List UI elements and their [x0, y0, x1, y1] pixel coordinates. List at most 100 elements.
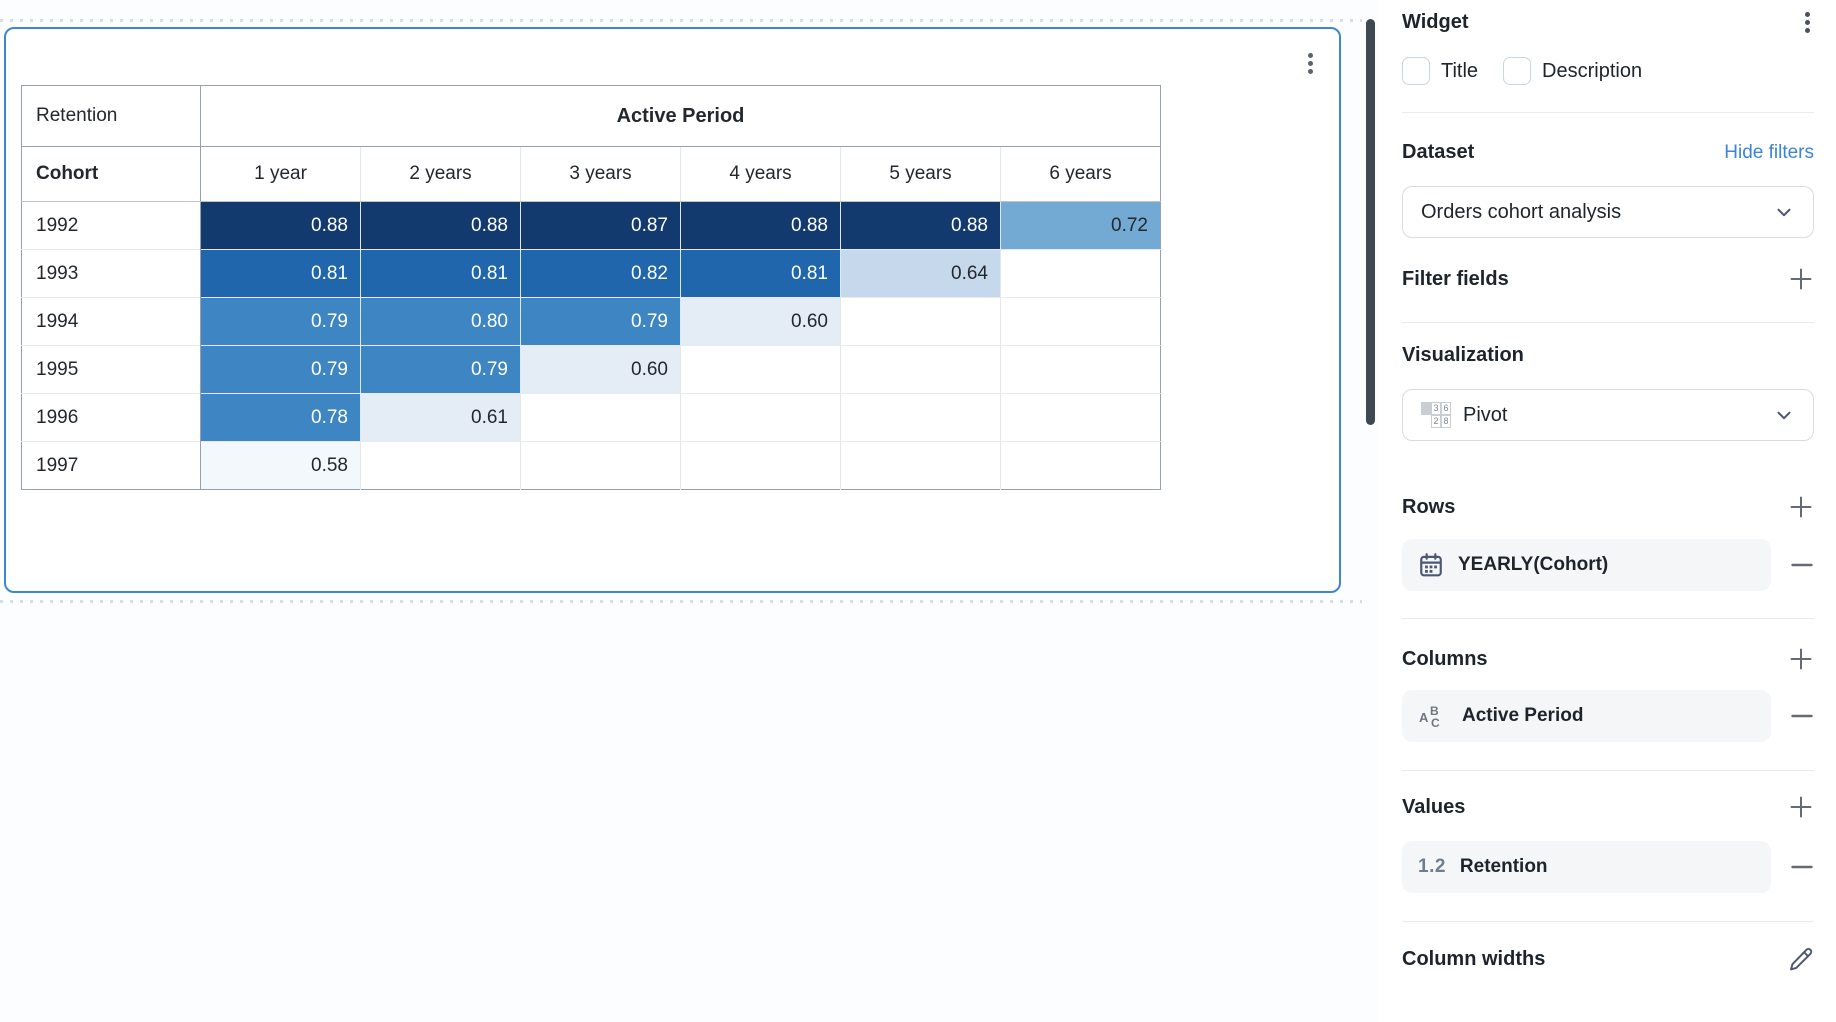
pivot-row-label: 1997 [21, 441, 201, 490]
title-checkbox[interactable] [1402, 57, 1430, 85]
divider [1402, 322, 1814, 323]
pivot-table-row: 1995 0.79 0.79 0.60 [21, 345, 1161, 394]
rows-field-pill[interactable]: YEARLY(Cohort) [1402, 539, 1771, 591]
canvas-scrollbar[interactable] [1366, 19, 1375, 425]
pivot-value-cell[interactable]: 0.58 [200, 441, 361, 490]
remove-column-field-button[interactable] [1790, 704, 1814, 728]
rows-field-label: YEARLY(Cohort) [1458, 554, 1609, 575]
pivot-col-header: 3 years [520, 146, 681, 202]
values-field-label: Retention [1459, 856, 1548, 877]
pivot-value-cell [840, 297, 1001, 346]
pivot-row-label: 1993 [21, 249, 201, 298]
pivot-value-cell[interactable]: 0.60 [520, 345, 681, 394]
pivot-row-label: 1994 [21, 297, 201, 346]
pivot-col-header: 6 years [1000, 146, 1161, 202]
pivot-value-cell[interactable]: 0.81 [360, 249, 521, 298]
pivot-table-row: 1994 0.79 0.80 0.79 0.60 [21, 297, 1161, 346]
pivot-value-cell [680, 345, 841, 394]
pivot-value-cell[interactable]: 0.82 [520, 249, 681, 298]
divider [1402, 770, 1814, 771]
hide-filters-link[interactable]: Hide filters [1724, 141, 1814, 163]
kebab-menu-icon [1805, 20, 1810, 25]
pivot-value-cell[interactable]: 0.79 [200, 297, 361, 346]
pivot-value-cell[interactable]: 0.79 [200, 345, 361, 394]
pivot-table: Retention Active Period Cohort 1 year 2 y… [21, 85, 1161, 490]
pivot-col-header: 4 years [680, 146, 841, 202]
pivot-value-cell[interactable]: 0.88 [840, 201, 1001, 250]
pivot-value-cell[interactable]: 0.79 [520, 297, 681, 346]
pivot-row-header: Cohort [21, 146, 201, 202]
plus-icon [1790, 648, 1812, 670]
pivot-table-row: 1997 0.58 [21, 441, 1161, 490]
pivot-widget-card[interactable]: Retention Active Period Cohort 1 year 2 y… [4, 27, 1341, 593]
pivot-col-header: 5 years [840, 146, 1001, 202]
pivot-value-cell [680, 441, 841, 490]
pivot-col-header: 1 year [200, 146, 361, 202]
pivot-value-cell [840, 345, 1001, 394]
edit-column-widths-button[interactable] [1788, 946, 1814, 972]
pivot-value-cell[interactable]: 0.78 [200, 393, 361, 442]
description-checkbox-label: Description [1542, 59, 1643, 82]
kebab-menu-icon [1805, 12, 1810, 17]
pivot-value-cell[interactable]: 0.72 [1000, 201, 1161, 250]
plus-icon [1790, 268, 1812, 290]
columns-heading: Columns [1402, 647, 1488, 670]
pivot-column-group-header: Active Period [200, 85, 1161, 147]
pivot-value-cell[interactable]: 0.87 [520, 201, 681, 250]
minus-icon [1791, 714, 1813, 718]
add-value-field-button[interactable] [1788, 794, 1814, 820]
kebab-menu-icon [1805, 28, 1810, 33]
columns-field-label: Active Period [1462, 705, 1584, 726]
minus-icon [1791, 865, 1813, 869]
string-icon: A B C [1419, 704, 1440, 730]
chevron-down-icon [1777, 208, 1791, 217]
plus-icon [1790, 496, 1812, 518]
pivot-value-cell[interactable]: 0.60 [680, 297, 841, 346]
pivot-value-cell[interactable]: 0.80 [360, 297, 521, 346]
values-field-pill[interactable]: 1.2 Retention [1402, 841, 1771, 893]
dataset-selected-value: Orders cohort analysis [1421, 200, 1622, 223]
remove-row-field-button[interactable] [1790, 553, 1814, 577]
divider [1402, 618, 1814, 619]
pivot-value-cell[interactable]: 0.88 [200, 201, 361, 250]
remove-value-field-button[interactable] [1790, 855, 1814, 879]
pivot-row-label: 1992 [21, 201, 201, 250]
pivot-value-cell [1000, 345, 1161, 394]
columns-field-pill[interactable]: A B C Active Period [1402, 690, 1771, 742]
pivot-value-cell[interactable]: 0.88 [360, 201, 521, 250]
pivot-value-cell [680, 393, 841, 442]
visualization-selected-value: Pivot [1463, 403, 1508, 426]
pivot-row-label: 1995 [21, 345, 201, 394]
pivot-value-cell[interactable]: 0.88 [680, 201, 841, 250]
pivot-table-row: 1996 0.78 0.61 [21, 393, 1161, 442]
widget-card-menu-button[interactable] [1304, 49, 1317, 78]
pivot-table-row: 1993 0.81 0.81 0.82 0.81 0.64 [21, 249, 1161, 298]
add-column-field-button[interactable] [1788, 646, 1814, 672]
add-filter-field-button[interactable] [1788, 266, 1814, 292]
svg-text:A: A [1419, 710, 1429, 725]
pivot-value-cell[interactable]: 0.81 [200, 249, 361, 298]
pivot-value-cell[interactable]: 0.79 [360, 345, 521, 394]
pivot-value-cell [1000, 393, 1161, 442]
dataset-select[interactable]: Orders cohort analysis [1402, 186, 1814, 238]
widget-settings-sidebar: Widget Title Description Dataset Hide fi… [1378, 0, 1836, 1022]
filter-fields-heading: Filter fields [1402, 267, 1509, 290]
divider [1402, 921, 1814, 922]
description-checkbox[interactable] [1503, 57, 1532, 85]
pivot-value-cell [1000, 249, 1161, 298]
pivot-value-cell [840, 441, 1001, 490]
add-row-field-button[interactable] [1788, 494, 1814, 520]
dataset-heading: Dataset [1402, 141, 1475, 163]
pivot-value-cell [360, 441, 521, 490]
pivot-col-header: 2 years [360, 146, 521, 202]
pivot-value-cell[interactable]: 0.81 [680, 249, 841, 298]
pivot-value-cell[interactable]: 0.64 [840, 249, 1001, 298]
pivot-value-cell[interactable]: 0.61 [360, 393, 521, 442]
pivot-value-cell [520, 441, 681, 490]
description-checkbox-group[interactable]: Description [1503, 57, 1642, 85]
title-checkbox-group[interactable]: Title [1402, 57, 1478, 85]
visualization-heading: Visualization [1402, 344, 1524, 366]
sidebar-menu-button[interactable] [1801, 8, 1814, 37]
